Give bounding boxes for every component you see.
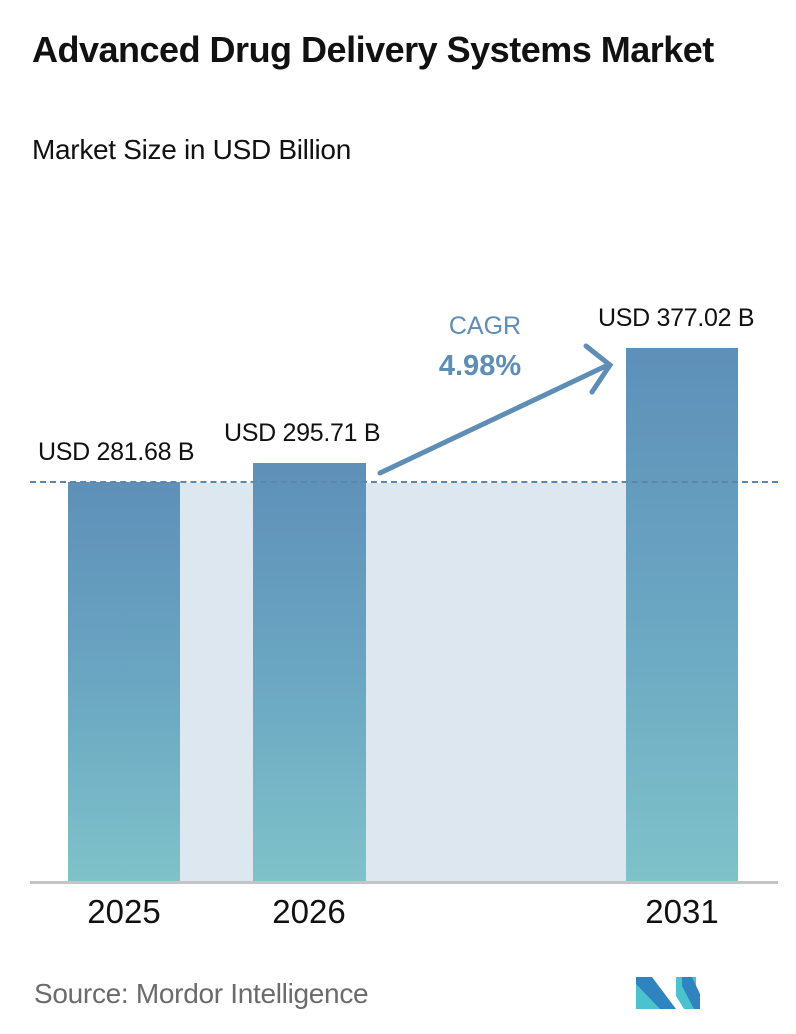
source-text: Source: Mordor Intelligence	[34, 978, 369, 1009]
mordor-intelligence-logo-icon	[636, 977, 700, 1009]
reference-dashed-line	[30, 481, 778, 483]
cagr-label: CAGR	[448, 312, 522, 340]
chart-subtitle: Market Size in USD Billion	[32, 134, 351, 165]
bar-2025	[68, 482, 180, 881]
background-band	[180, 483, 626, 881]
x-axis-line	[30, 881, 778, 884]
value-label-2026: USD 295.71 B	[224, 419, 381, 447]
cagr-value: 4.98%	[438, 350, 522, 382]
cagr-arrow-icon	[377, 343, 614, 476]
x-label-2025: 2025	[87, 893, 161, 930]
bar-2031	[626, 348, 738, 881]
chart-title: Advanced Drug Delivery Systems Market	[32, 29, 714, 70]
value-label-2031: USD 377.02 B	[598, 304, 755, 332]
bar-2026	[253, 463, 366, 881]
value-label-2025: USD 281.68 B	[38, 438, 195, 466]
x-label-2031: 2031	[645, 893, 719, 930]
x-label-2026: 2026	[272, 893, 346, 930]
